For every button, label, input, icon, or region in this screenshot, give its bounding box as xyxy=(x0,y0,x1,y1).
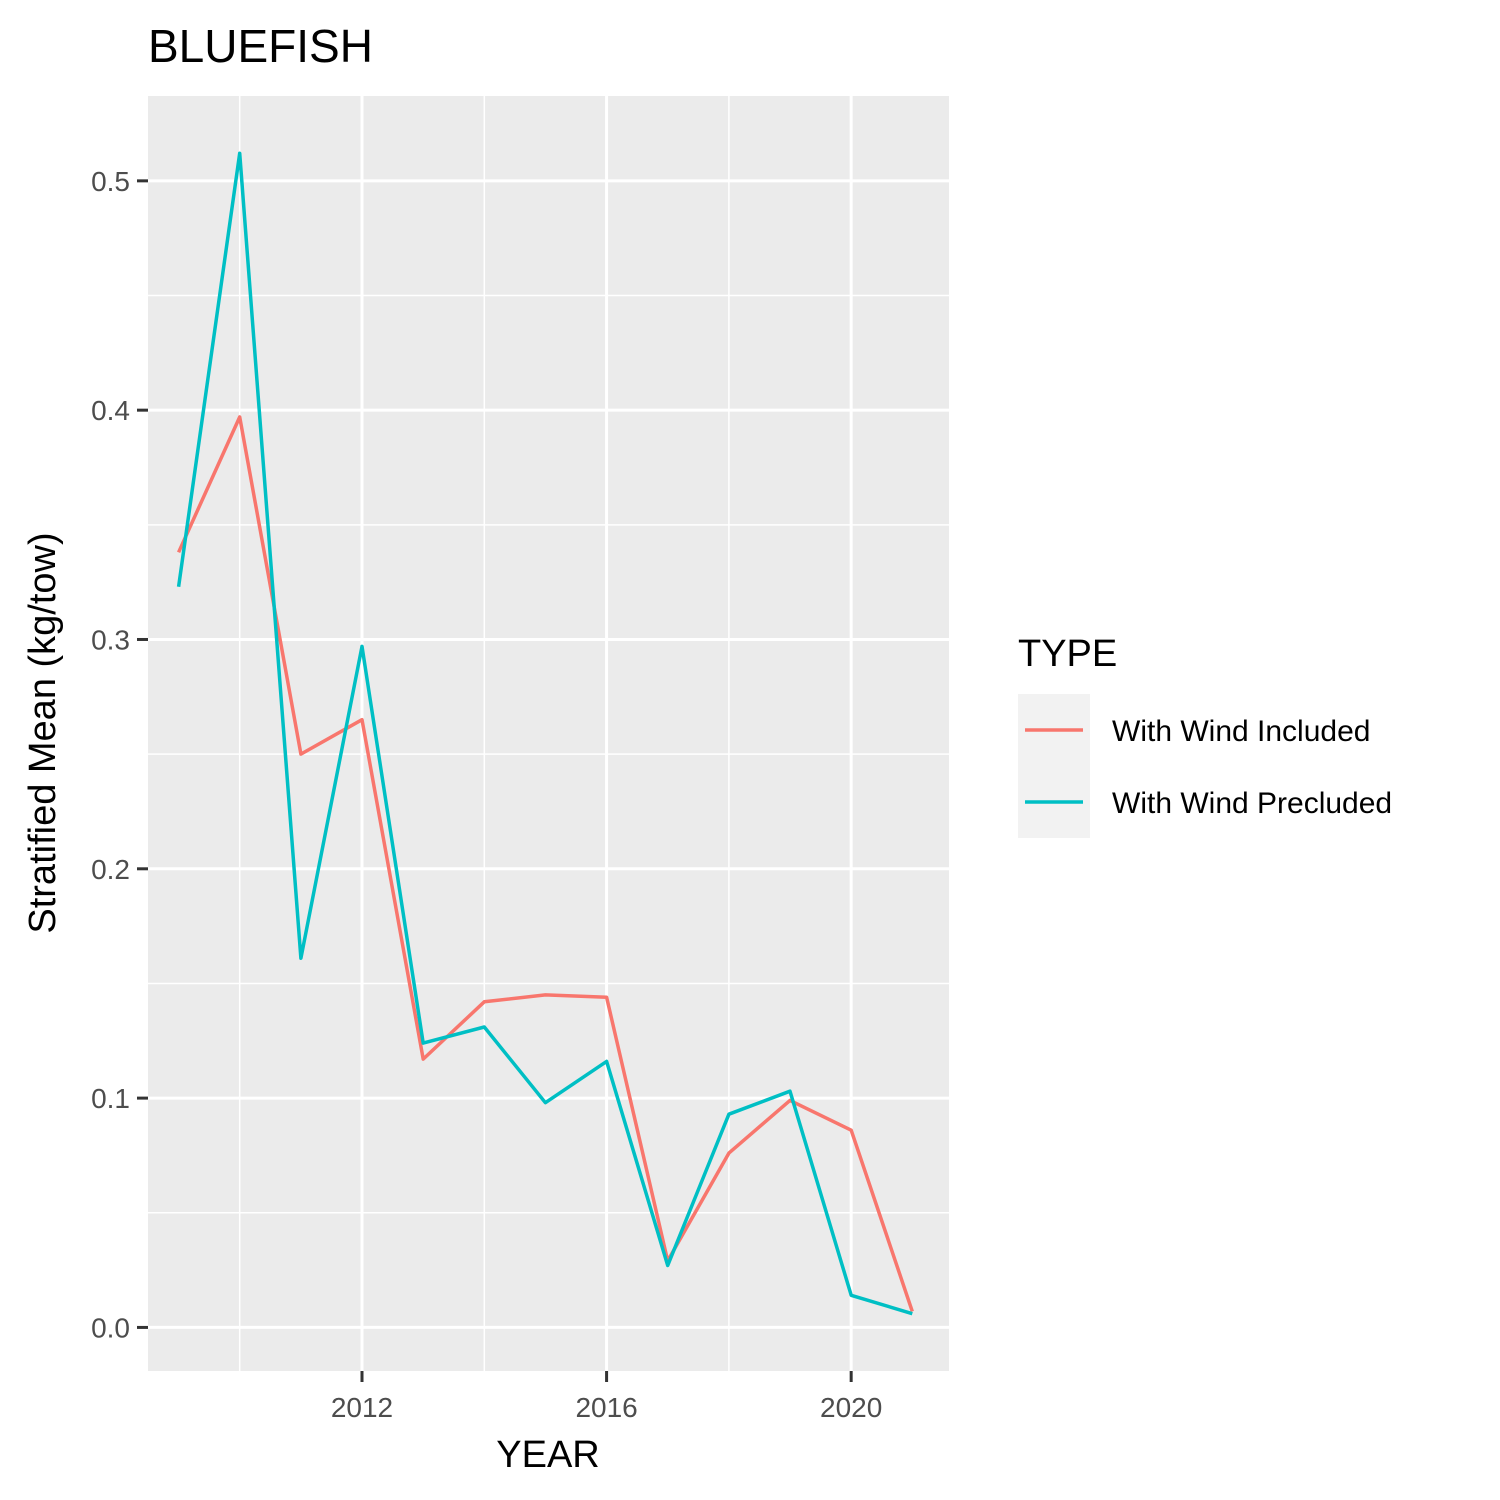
axis-ticks xyxy=(137,179,853,1382)
grid-minor xyxy=(148,96,949,1371)
x-tick-label-2: 2020 xyxy=(820,1392,882,1423)
grid-major xyxy=(148,96,949,1371)
y-tick-label-3: 0.3 xyxy=(91,624,130,655)
y-tick-label-0: 0.0 xyxy=(91,1312,130,1343)
legend-title: TYPE xyxy=(1018,633,1117,675)
plot-panel xyxy=(148,96,949,1371)
chart-title: BLUEFISH xyxy=(148,20,373,72)
x-tick-label-1: 2016 xyxy=(575,1392,637,1423)
series-lines xyxy=(176,151,914,1316)
y-tick-label-5: 0.5 xyxy=(91,166,130,197)
y-tick-label-2: 0.2 xyxy=(91,854,130,885)
series-line-1 xyxy=(176,151,913,1316)
y-axis-title: Stratified Mean (kg/tow) xyxy=(22,532,64,933)
legend-label-with-wind-included: With Wind Included xyxy=(1112,715,1370,748)
tick-labels: 0.0 0.1 0.2 0.3 0.4 0.5 2012 2016 2020 xyxy=(91,166,882,1423)
y-tick-label-1: 0.1 xyxy=(91,1083,130,1114)
legend-label-with-wind-precluded: With Wind Precluded xyxy=(1112,787,1392,820)
x-tick-label-0: 2012 xyxy=(331,1392,393,1423)
x-axis-title: YEAR xyxy=(496,1434,599,1476)
legend: TYPE With Wind Included With Wind Preclu… xyxy=(1018,633,1392,838)
y-tick-label-4: 0.4 xyxy=(91,395,130,426)
series-line-0 xyxy=(177,415,914,1312)
